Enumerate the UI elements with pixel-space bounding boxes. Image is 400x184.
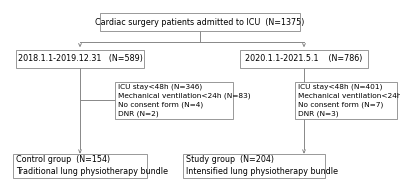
FancyBboxPatch shape — [240, 50, 368, 68]
Text: Cardiac surgery patients admitted to ICU  (N=1375): Cardiac surgery patients admitted to ICU… — [95, 18, 305, 26]
FancyBboxPatch shape — [16, 50, 144, 68]
FancyBboxPatch shape — [100, 13, 300, 31]
Text: 2020.1.1-2021.5.1    (N=786): 2020.1.1-2021.5.1 (N=786) — [245, 54, 363, 63]
Text: ICU stay<48h (N=401)
Mechanical ventilation<24h (N=171)
No consent form (N=7)
DN: ICU stay<48h (N=401) Mechanical ventilat… — [298, 84, 400, 117]
FancyBboxPatch shape — [183, 154, 325, 178]
Text: Control group  (N=154)
Traditional lung physiotherapy bundle: Control group (N=154) Traditional lung p… — [16, 155, 168, 176]
Text: 2018.1.1-2019.12.31   (N=589): 2018.1.1-2019.12.31 (N=589) — [18, 54, 142, 63]
FancyBboxPatch shape — [13, 154, 147, 178]
Text: Study group  (N=204)
Intensified lung physiotherapy bundle: Study group (N=204) Intensified lung phy… — [186, 155, 338, 176]
FancyBboxPatch shape — [295, 82, 397, 119]
FancyBboxPatch shape — [115, 82, 233, 119]
Text: ICU stay<48h (N=346)
Mechanical ventilation<24h (N=83)
No consent form (N=4)
DNR: ICU stay<48h (N=346) Mechanical ventilat… — [118, 84, 251, 117]
